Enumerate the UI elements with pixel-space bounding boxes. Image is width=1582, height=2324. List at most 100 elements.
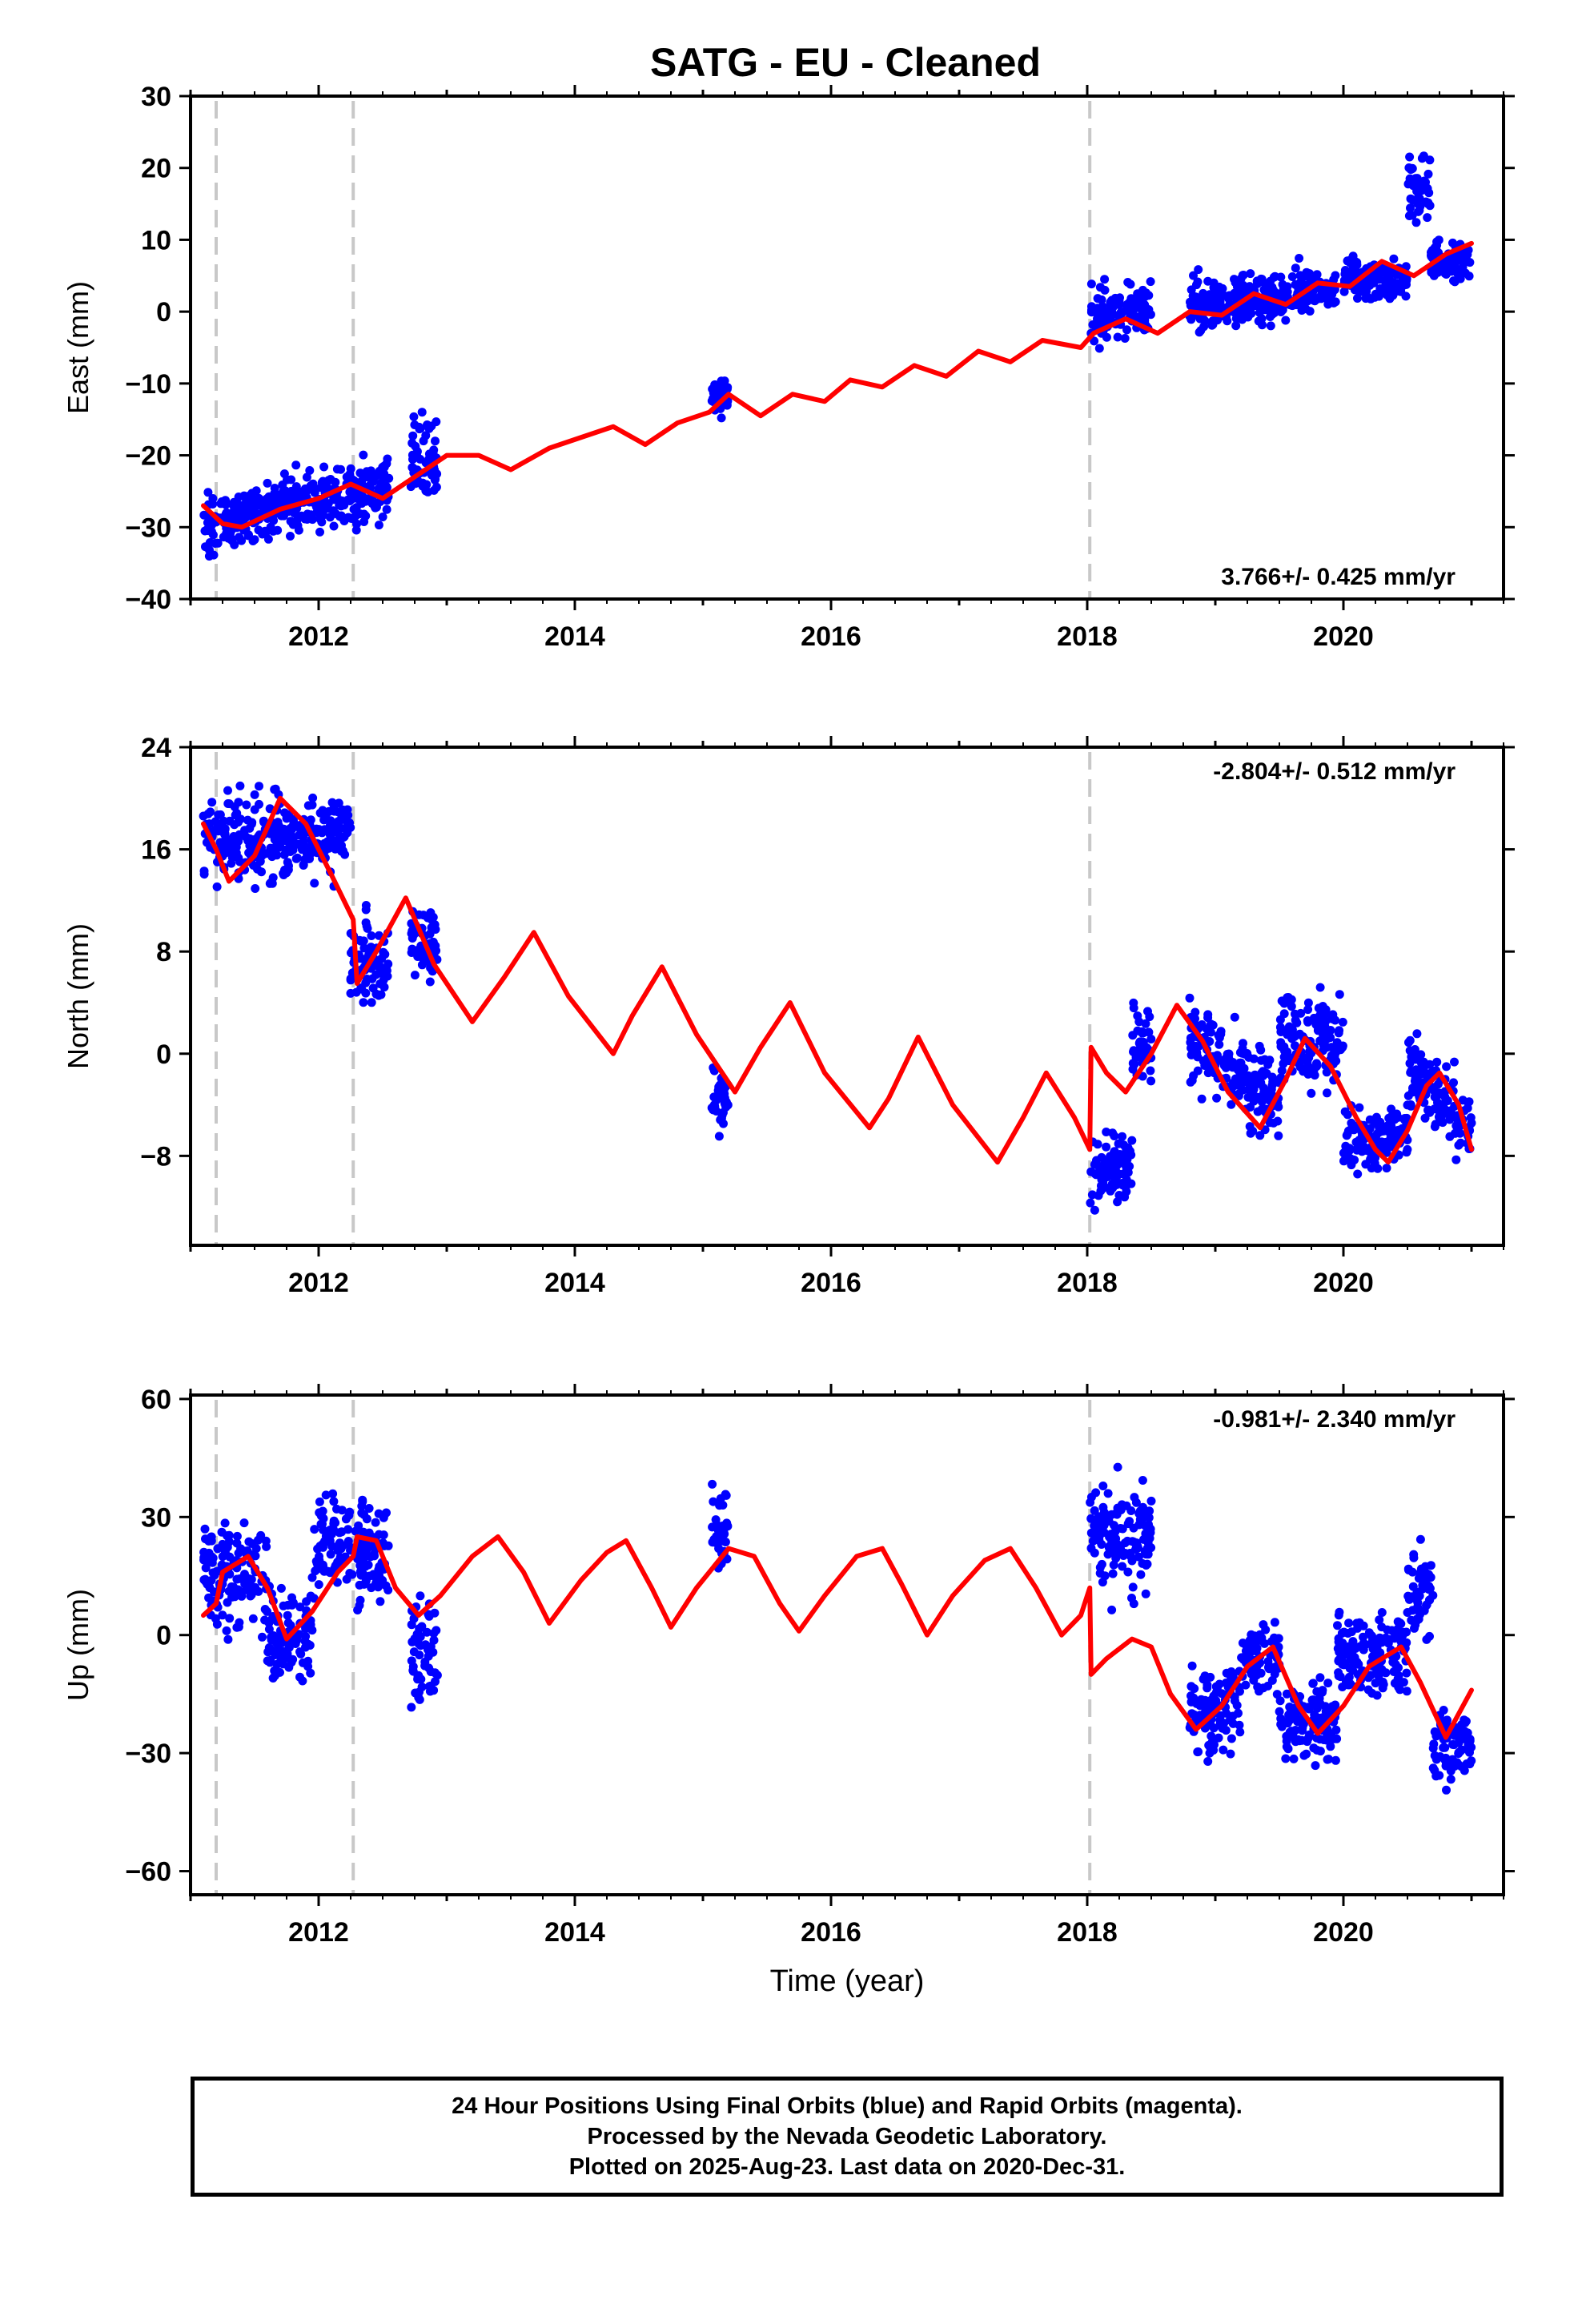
x-tick-label: 2018 (1057, 1917, 1118, 1948)
data-point (408, 431, 418, 440)
data-point (247, 1583, 257, 1593)
data-point (229, 497, 239, 507)
data-point (279, 1647, 288, 1656)
data-point (1128, 1582, 1138, 1592)
data-point (1442, 1062, 1452, 1072)
data-point (235, 857, 245, 866)
data-point (291, 854, 301, 863)
data-point (371, 1578, 380, 1588)
data-point (1114, 311, 1123, 320)
data-point (1299, 1751, 1309, 1760)
data-point (1440, 269, 1450, 278)
data-point (1339, 1650, 1349, 1659)
data-point (1456, 1128, 1465, 1138)
data-point (359, 955, 368, 964)
data-point (426, 1667, 436, 1676)
data-point (1126, 279, 1135, 289)
data-point (1098, 1177, 1108, 1187)
data-point (419, 436, 428, 446)
data-point (223, 840, 232, 850)
data-point (1358, 282, 1367, 292)
data-point (1412, 187, 1422, 196)
data-point (708, 384, 717, 394)
data-point (1334, 1668, 1343, 1678)
data-point (214, 826, 223, 836)
data-point (1364, 1628, 1374, 1638)
data-point (222, 1626, 231, 1635)
data-point (384, 473, 394, 483)
data-point (272, 850, 282, 860)
data-point (1111, 1554, 1121, 1563)
data-point (1135, 1506, 1145, 1516)
data-point (319, 462, 329, 472)
data-point (1214, 304, 1223, 313)
data-point (1186, 1682, 1196, 1691)
data-point (1315, 983, 1325, 992)
data-point (329, 1519, 339, 1529)
data-point (1270, 1618, 1279, 1627)
data-point (1315, 1735, 1325, 1744)
data-point (414, 1639, 424, 1649)
data-point (329, 521, 339, 531)
data-point (254, 525, 263, 535)
data-point (1404, 179, 1414, 188)
data-point (1215, 1039, 1224, 1049)
data-point (1121, 1549, 1130, 1558)
data-point (223, 1634, 233, 1644)
data-point (275, 492, 285, 501)
data-point (205, 538, 215, 547)
data-point (1269, 285, 1278, 295)
data-point (1118, 1180, 1127, 1190)
data-point (1335, 1607, 1344, 1617)
data-point (1275, 1696, 1285, 1706)
plot-frame (189, 746, 1505, 1247)
velocity-label: -2.804+/- 0.512 mm/yr (1213, 758, 1456, 785)
data-point (1140, 300, 1150, 309)
data-point (212, 882, 222, 891)
data-point (431, 1677, 440, 1687)
data-point (1227, 1734, 1236, 1743)
data-point (1122, 1155, 1132, 1164)
data-points (199, 1462, 1476, 1795)
data-point (257, 867, 266, 877)
data-point (1221, 1053, 1231, 1063)
data-point (1110, 1132, 1119, 1140)
data-point (243, 1546, 252, 1555)
data-point (351, 511, 361, 521)
data-point (251, 486, 261, 496)
data-point (363, 1560, 373, 1570)
data-point (1297, 306, 1307, 315)
y-tick-label: −30 (125, 513, 171, 543)
x-tick-label: 2014 (544, 621, 605, 652)
data-point (1190, 1710, 1199, 1719)
data-point (1323, 1679, 1333, 1688)
data-point (1230, 1696, 1239, 1706)
data-point (1305, 1047, 1315, 1056)
data-point (245, 511, 255, 521)
data-point (344, 1510, 354, 1520)
data-point (1106, 1548, 1115, 1558)
data-point (425, 977, 435, 987)
data-point (1090, 1160, 1099, 1169)
data-point (1295, 271, 1305, 280)
data-point (1114, 1139, 1123, 1148)
data-point (709, 392, 719, 401)
data-point (303, 801, 313, 810)
data-point (311, 502, 321, 512)
data-point (251, 501, 260, 510)
data-point (355, 468, 365, 478)
data-point (1087, 305, 1096, 315)
data-point (717, 376, 726, 386)
data-point (208, 494, 218, 503)
data-point (1186, 1691, 1195, 1701)
data-point (1235, 1058, 1245, 1068)
data-point (1390, 1653, 1399, 1663)
data-point (264, 1643, 274, 1652)
data-point (1397, 272, 1407, 281)
data-point (227, 1592, 237, 1602)
data-point (264, 492, 274, 501)
data-point (408, 934, 417, 943)
data-point (1143, 1007, 1152, 1016)
data-point (316, 1519, 326, 1529)
data-point (232, 1574, 242, 1584)
